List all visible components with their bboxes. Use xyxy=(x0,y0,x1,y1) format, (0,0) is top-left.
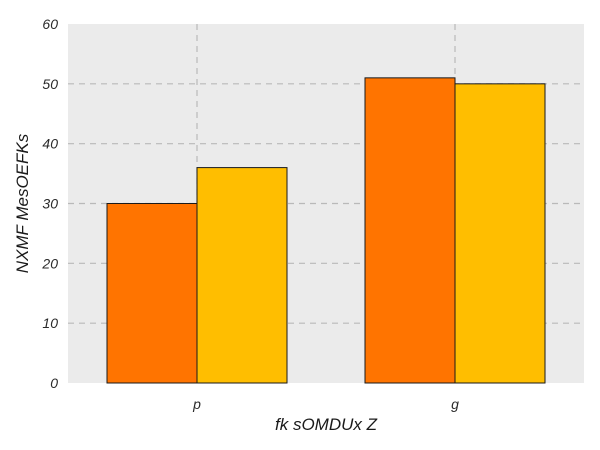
y-tick-label: 10 xyxy=(42,315,58,331)
bar-p-series-2 xyxy=(196,167,288,384)
bar-g-series-1 xyxy=(364,77,456,384)
y-axis-label: NXMF MesOEFKs xyxy=(13,133,32,273)
y-tick-label: 0 xyxy=(50,375,58,391)
y-tick-label: 40 xyxy=(42,136,58,152)
x-tick-label: p xyxy=(192,396,201,412)
y-tick-label: 30 xyxy=(42,196,58,212)
bars xyxy=(106,77,546,384)
y-tick-label: 50 xyxy=(42,76,58,92)
bar-p-series-1 xyxy=(106,203,198,384)
y-tick-labels: 0 10 20 30 40 50 60 xyxy=(41,16,58,391)
y-tick-label: 20 xyxy=(41,255,58,271)
bar-g-series-2 xyxy=(454,83,546,384)
y-tick-label: 60 xyxy=(42,16,58,32)
x-tick-label: g xyxy=(451,396,459,412)
x-axis-label: fk sOMDUx Z xyxy=(275,415,378,434)
